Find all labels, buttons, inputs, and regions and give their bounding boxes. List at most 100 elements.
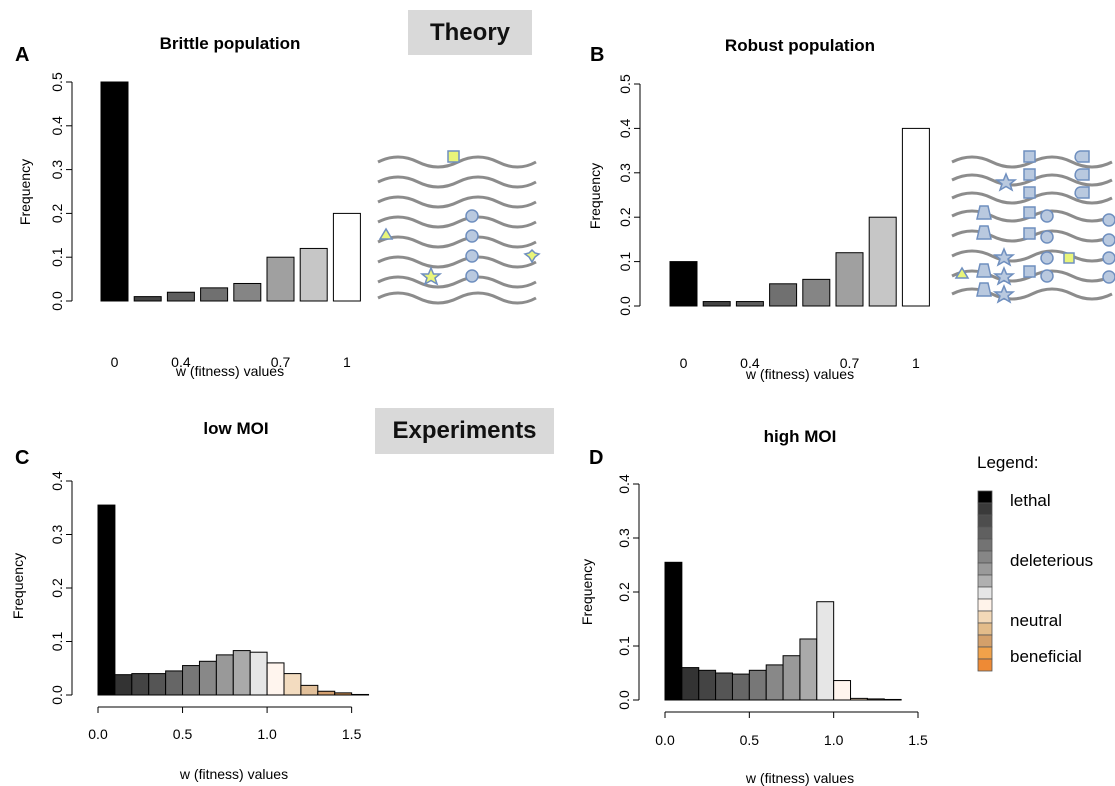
panel-d-xlabel: w (fitness) values	[745, 770, 854, 786]
beneficial-square-marker	[447, 150, 460, 163]
deleterious-square-marker	[1023, 186, 1036, 199]
panel-c-histogram-bar	[351, 693, 370, 696]
panel-b-bar	[901, 127, 930, 307]
panel-b-x-tick-label: 1	[912, 355, 920, 371]
panel-d-y-tick-label: 0.2	[616, 582, 632, 602]
panel-c-y-tick-label: 0.3	[49, 525, 65, 545]
panel-d-x-tick-label: 1.5	[908, 732, 928, 748]
deleterious-circle-marker	[1040, 269, 1054, 283]
panel-d-histogram-bar	[866, 698, 885, 701]
legend-swatch	[977, 610, 993, 624]
panel-c-y-tick-label: 0.1	[49, 632, 65, 652]
panel-b-y-tick-label: 0.2	[617, 207, 633, 227]
deleterious-circle-marker	[465, 229, 479, 243]
legend-swatches	[977, 490, 993, 672]
panel-a-bar	[266, 256, 295, 302]
panel-c-histogram-bar	[165, 670, 184, 696]
legend-label-beneficial: beneficial	[1010, 647, 1082, 666]
panel-a-x-tick-label: 0.7	[271, 354, 291, 370]
panel-b-x-tick-label: 0	[680, 355, 688, 371]
panel-c-histogram-bar	[114, 674, 133, 696]
panel-c-x-tick-label: 1.5	[342, 726, 362, 742]
beneficial-triangle-marker	[954, 266, 970, 279]
theory-banner: Theory	[408, 10, 532, 55]
panel-c-title: low MOI	[203, 419, 268, 438]
legend-swatch	[977, 526, 993, 540]
panel-b-bar	[835, 252, 864, 307]
panel-d-y-tick-label: 0.0	[616, 690, 632, 710]
panel-a-y-tick-label: 0.5	[49, 72, 65, 92]
panel-d-histogram-bar	[731, 673, 750, 701]
panel-d-title: high MOI	[764, 427, 837, 446]
panel-a-y-tick-label: 0.0	[49, 291, 65, 311]
legend: Legend: lethal deleterious neutral benef…	[977, 453, 1093, 672]
deleterious-square-marker	[1023, 227, 1036, 240]
panel-a-title: Brittle population	[160, 34, 301, 53]
panel-c-histogram-bar	[266, 662, 285, 696]
legend-swatch	[977, 586, 993, 600]
panel-c-chart: 0.0 0.1 0.2 0.3 0.4 0.0 0.5 1.0 1.5	[49, 471, 370, 742]
panel-b-bar	[868, 216, 897, 307]
panel-b-y-tick-label: 0.4	[617, 118, 633, 138]
experiments-banner: Experiments	[375, 408, 554, 454]
panel-letter-c: C	[15, 447, 29, 469]
legend-title: Legend:	[977, 453, 1038, 472]
deleterious-circle-marker	[1102, 270, 1115, 284]
panel-b-xlabel: w (fitness) values	[745, 366, 854, 382]
panel-a-y-tick-label: 0.4	[49, 116, 65, 136]
panel-a-bar	[100, 81, 129, 302]
robust-genomes-illustration	[951, 150, 1115, 304]
deleterious-square-marker	[1023, 150, 1036, 163]
panel-letter-d: D	[589, 447, 603, 469]
panel-d-histogram-bar	[698, 669, 717, 701]
beneficial-square-marker	[1063, 252, 1075, 264]
panel-d-chart: 0.0 0.1 0.2 0.3 0.4 0.0 0.5 1.0 1.5	[616, 474, 928, 748]
panel-a-y-tick-label: 0.1	[49, 247, 65, 267]
deleterious-trapezoid-marker	[976, 263, 992, 278]
deleterious-drop-marker	[1074, 150, 1090, 163]
panel-c-xlabel: w (fitness) values	[179, 766, 288, 782]
deleterious-circle-marker	[465, 269, 479, 283]
panel-b-bar	[735, 301, 764, 307]
legend-swatch	[977, 658, 993, 672]
deleterious-trapezoid-marker	[976, 282, 992, 297]
legend-swatch	[977, 514, 993, 528]
panel-a-ylabel: Frequency	[17, 159, 33, 225]
panel-d-histogram-bar	[850, 697, 868, 701]
panel-b-y-tick-label: 0.1	[617, 252, 633, 272]
panel-c-histogram-bar	[97, 504, 116, 696]
panel-c-y-tick-label: 0.2	[49, 578, 65, 598]
deleterious-drop-marker	[1074, 186, 1090, 199]
panel-letter-a: A	[15, 44, 29, 66]
deleterious-square-marker	[1023, 265, 1036, 278]
panel-d-histogram-bar	[715, 672, 733, 701]
panel-d-x-tick-label: 0.5	[740, 732, 760, 748]
panel-b-bar	[702, 301, 731, 307]
panel-c-histogram-bar	[317, 690, 336, 696]
panel-a-bar	[233, 282, 262, 302]
panel-d-histogram-bar	[748, 669, 767, 701]
legend-label-deleterious: deleterious	[1010, 551, 1093, 570]
deleterious-circle-marker	[465, 209, 479, 223]
legend-swatch	[977, 562, 993, 576]
panel-c-histogram-bar	[232, 650, 251, 696]
panel-b-y-tick-label: 0.0	[617, 296, 633, 316]
panel-d-x-tick-label: 0.0	[655, 732, 675, 748]
genome-strands	[377, 155, 537, 305]
legend-label-neutral: neutral	[1010, 611, 1062, 630]
panel-b-bar	[802, 278, 831, 307]
panel-a-bar	[299, 247, 328, 302]
panel-c-histogram-bar	[215, 654, 234, 696]
panel-a-bar	[166, 291, 195, 302]
deleterious-star-marker	[992, 247, 1016, 267]
legend-swatch	[977, 502, 993, 516]
panel-d-x-tick-label: 1.0	[824, 732, 844, 748]
panel-c-histogram-bar	[148, 673, 167, 696]
deleterious-trapezoid-marker	[976, 225, 992, 240]
panel-a-bar	[332, 212, 361, 302]
panel-a-x-tick-label: 0	[111, 354, 119, 370]
legend-swatch	[977, 598, 993, 612]
panel-d-y-tick-label: 0.1	[616, 636, 632, 656]
legend-swatch	[977, 646, 993, 660]
deleterious-star-marker	[994, 172, 1018, 192]
